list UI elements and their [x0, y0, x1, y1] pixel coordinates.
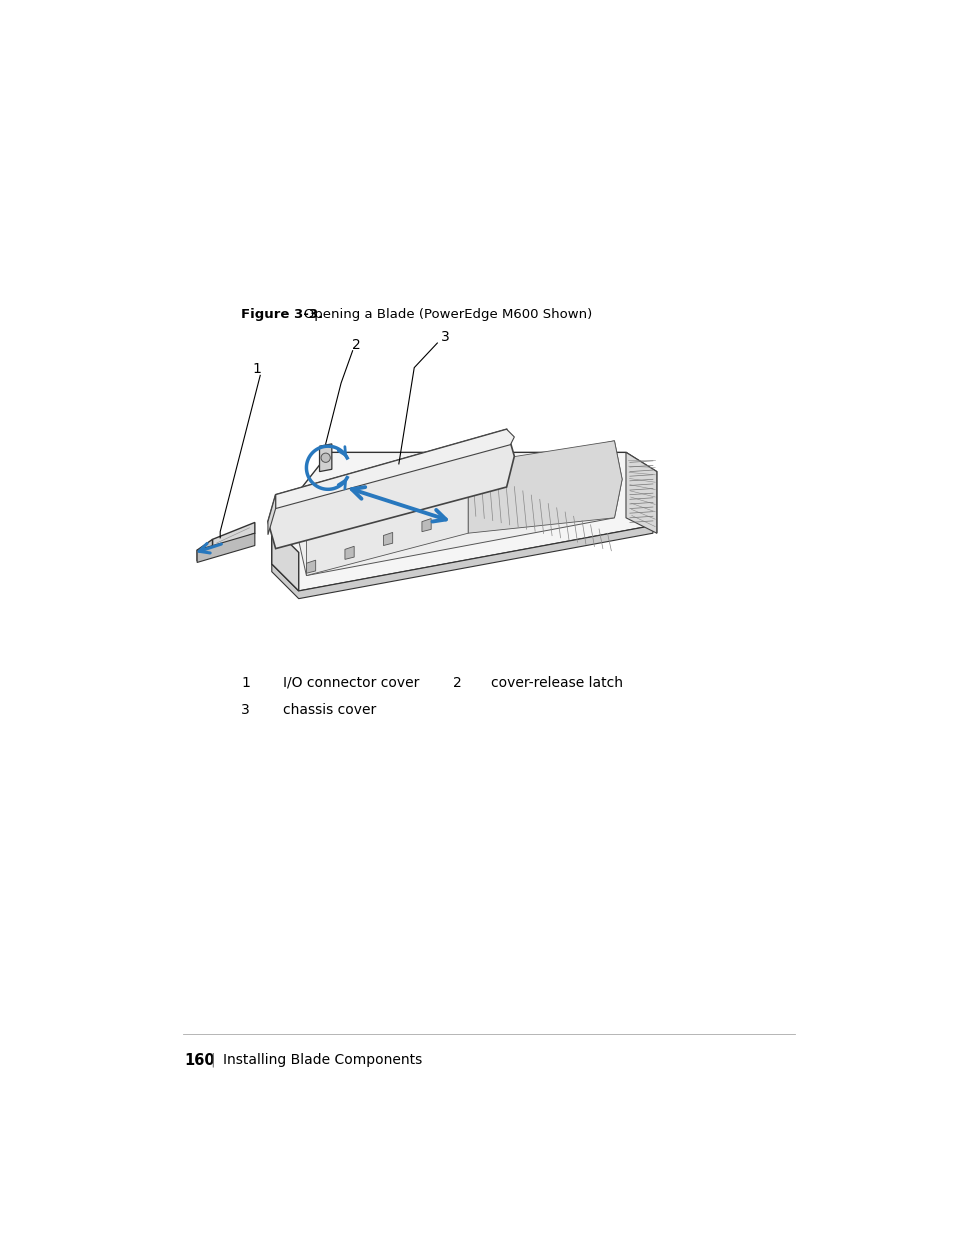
Polygon shape [268, 430, 514, 548]
Text: 2: 2 [453, 676, 461, 689]
Text: Installing Blade Components: Installing Blade Components [223, 1053, 422, 1067]
Polygon shape [319, 443, 332, 472]
Text: chassis cover: chassis cover [283, 703, 376, 716]
Polygon shape [197, 540, 213, 561]
Text: Figure 3-3.: Figure 3-3. [241, 308, 323, 321]
Text: Opening a Blade (PowerEdge M600 Shown): Opening a Blade (PowerEdge M600 Shown) [291, 308, 592, 321]
Polygon shape [268, 495, 275, 535]
Polygon shape [213, 522, 254, 550]
Text: 1: 1 [241, 676, 250, 689]
Polygon shape [272, 526, 652, 599]
Polygon shape [197, 534, 254, 562]
Polygon shape [625, 452, 656, 534]
Text: I/O connector cover: I/O connector cover [283, 676, 419, 689]
Text: cover-release latch: cover-release latch [491, 676, 622, 689]
Polygon shape [468, 441, 621, 534]
Polygon shape [321, 490, 345, 517]
Polygon shape [421, 519, 431, 531]
Polygon shape [625, 452, 656, 534]
Text: 3: 3 [440, 330, 449, 343]
Polygon shape [383, 532, 393, 546]
Text: |: | [210, 1053, 214, 1067]
Polygon shape [272, 452, 652, 592]
Text: 1: 1 [252, 362, 260, 377]
Polygon shape [275, 430, 514, 509]
Polygon shape [272, 526, 298, 592]
Polygon shape [345, 546, 354, 559]
Text: 2: 2 [352, 337, 360, 352]
Text: 3: 3 [241, 703, 250, 716]
Polygon shape [364, 479, 387, 506]
Circle shape [321, 453, 330, 462]
Text: 160: 160 [185, 1053, 215, 1068]
Polygon shape [406, 468, 429, 495]
Polygon shape [306, 464, 468, 576]
Polygon shape [298, 441, 621, 576]
Polygon shape [306, 561, 315, 573]
